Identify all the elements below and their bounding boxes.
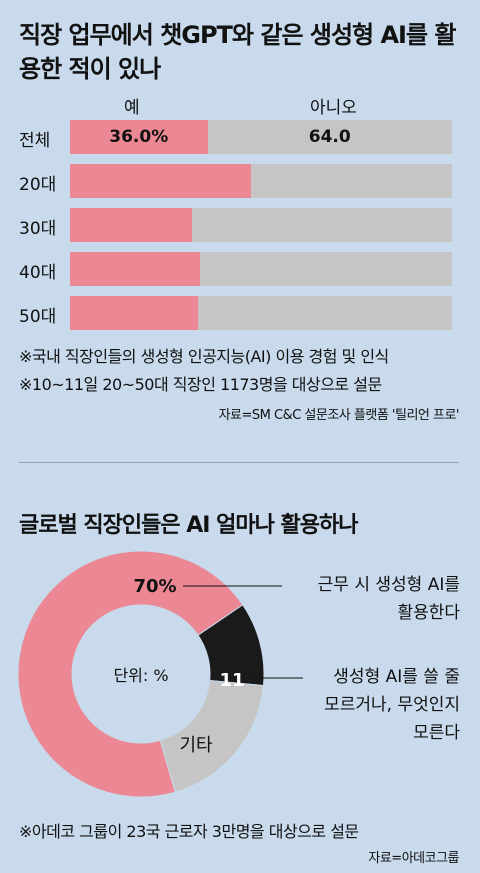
bar-row (70, 252, 452, 286)
bar-segment-yes (70, 208, 193, 242)
note-survey-topic: ※국내 직장인들의 생성형 인공지능(AI) 이용 경험 및 인식 (19, 347, 389, 366)
donut-slice (17, 550, 244, 798)
row-label: 30대 (19, 219, 57, 239)
bar-segment-no (252, 164, 452, 198)
callout-use-line1: 근무 시 생성형 AI를 (317, 575, 460, 595)
row-label: 50대 (19, 307, 57, 327)
slice-label-use: 70% (133, 576, 176, 597)
source-credit: 자료=SM C&C 설문조사 플랫폼 '틸리언 프로' (218, 408, 460, 423)
donut-title: 글로벌 직장인들은 AI 얼마나 활용하나 (19, 513, 358, 538)
row-label: 전체 (19, 131, 51, 151)
slice-label-other: 기타 (179, 735, 213, 756)
legend-yes: 예 (124, 98, 140, 118)
bar-row: 36.0% 64.0 (70, 120, 452, 154)
data-label-no: 64.0 (308, 127, 351, 147)
callout-use-ai: 근무 시 생성형 AI를 활용한다 (290, 571, 460, 627)
bar-segment-no (193, 208, 452, 242)
slice-label-dontknow: 11 (219, 670, 244, 691)
note-survey-sample: ※10~11일 20~50대 직장인 1173명을 대상으로 설문 (19, 375, 382, 394)
bar-row (70, 296, 452, 330)
callout-dontknow-line1: 생성형 AI를 쓸 줄 (333, 667, 460, 687)
callout-dont-know: 생성형 AI를 쓸 줄 모르거나, 무엇인지 모른다 (290, 663, 460, 747)
callout-use-line2: 활용한다 (397, 603, 460, 623)
note-global-survey: ※아데코 그룹이 23국 근로자 3만명을 대상으로 설문 (19, 822, 359, 841)
legend-no: 아니오 (310, 98, 357, 118)
bar-segment-yes (70, 120, 208, 154)
data-label-yes: 36.0% (109, 127, 169, 147)
bar-segment-no (208, 120, 452, 154)
callout-dontknow-line3: 모른다 (413, 723, 460, 743)
bar-row (70, 208, 452, 242)
row-label: 20대 (19, 175, 57, 195)
unit-label: 단위: % (113, 666, 168, 685)
section-divider (19, 462, 459, 463)
bar-segment-no (198, 296, 452, 330)
bar-segment-yes (70, 164, 252, 198)
bar-segment-yes (70, 296, 198, 330)
bar-segment-yes (70, 252, 200, 286)
chart-title: 직장 업무에서 챗GPT와 같은 생성형 AI를 활용한 적이 있나 (19, 21, 457, 83)
bar-row (70, 164, 452, 198)
bar-segment-no (200, 252, 452, 286)
donut-slice (159, 679, 264, 793)
callout-dontknow-line2: 모르거나, 무엇인지 (324, 695, 460, 715)
row-label: 40대 (19, 263, 57, 283)
source-credit-global: 자료=아데코그룹 (368, 851, 459, 866)
